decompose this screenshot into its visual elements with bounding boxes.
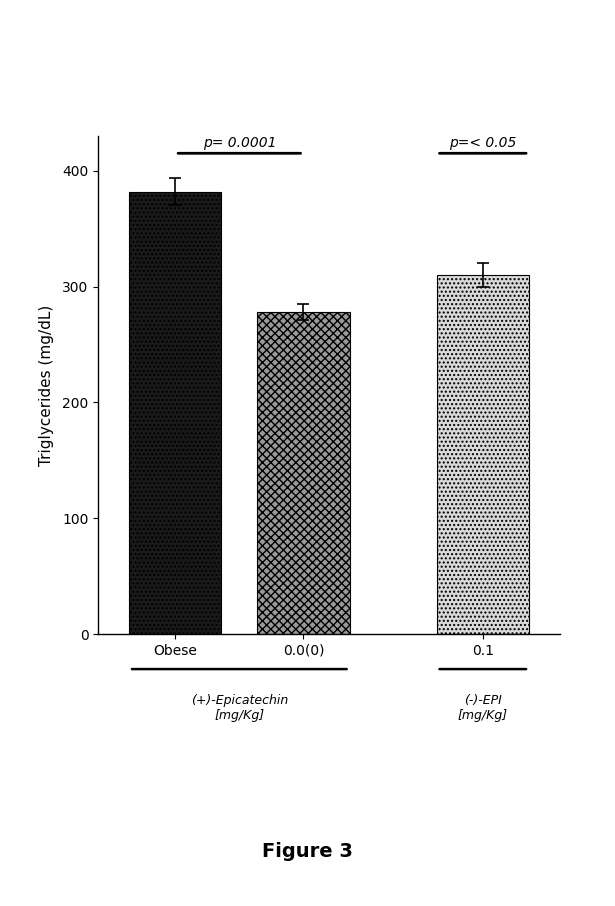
Y-axis label: Triglycerides (mg/dL): Triglycerides (mg/dL)	[39, 304, 54, 466]
Text: Figure 3: Figure 3	[262, 843, 353, 861]
Bar	[129, 191, 221, 634]
Text: p=< 0.05: p=< 0.05	[449, 136, 517, 149]
Text: (-)-EPI
[mg/Kg]: (-)-EPI [mg/Kg]	[458, 694, 508, 722]
Bar	[257, 312, 349, 634]
Text: (+)-Epicatechin
[mg/Kg]: (+)-Epicatechin [mg/Kg]	[191, 694, 288, 722]
Text: p= 0.0001: p= 0.0001	[202, 136, 276, 149]
Bar	[437, 275, 529, 634]
